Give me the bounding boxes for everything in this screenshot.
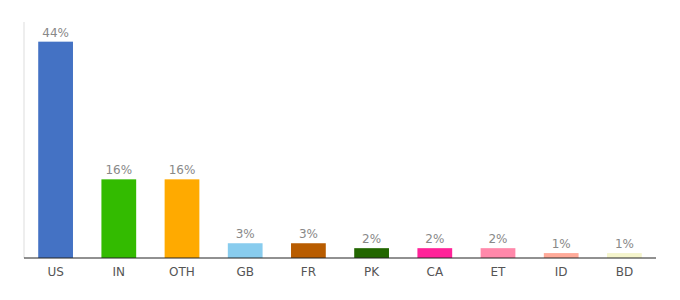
data-label: 2% [425,232,444,246]
x-tick-label: GB [236,265,254,279]
x-tick-label: OTH [169,265,195,279]
bar [228,243,263,258]
chart: US IN OTH GB FR PK CA ET ID BD 44% 16% 16% 3% 3% 2% 2% 2%… [0,0,680,300]
x-axis-line [24,258,656,259]
bar [101,179,136,258]
bar [607,253,642,258]
data-label: 16% [169,163,196,177]
data-label: 3% [236,227,255,241]
bar [165,179,200,258]
bars [38,42,642,258]
bar [481,248,516,258]
data-label: 44% [42,26,69,40]
bar [544,253,579,258]
data-label: 2% [488,232,507,246]
x-tick-label: ET [491,265,507,279]
x-tick-label: ID [555,265,568,279]
data-label: 2% [362,232,381,246]
bar [417,248,452,258]
chart-container: US IN OTH GB FR PK CA ET ID BD 44% 16% 16% 3% 3% 2% 2% 2%… [0,0,680,300]
bar [354,248,389,258]
data-label: 1% [615,237,634,251]
data-label: 16% [105,163,132,177]
x-tick-label: BD [616,265,633,279]
y-range-line [24,22,25,258]
bar [291,243,326,258]
bar [38,42,73,258]
x-tick-label: CA [427,265,444,279]
x-tick-label: FR [301,265,316,279]
data-label: 1% [552,237,571,251]
x-tick-label: US [47,265,63,279]
x-tick-label: PK [364,265,380,279]
x-tick-label: IN [113,265,126,279]
data-label: 3% [299,227,318,241]
